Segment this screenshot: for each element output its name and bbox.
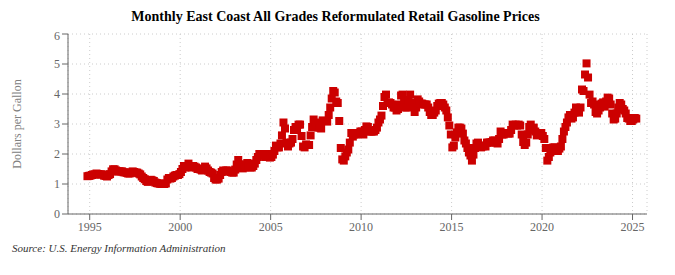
svg-text:1: 1 xyxy=(54,177,60,191)
svg-text:4: 4 xyxy=(54,87,60,101)
svg-text:Dollars per Gallon: Dollars per Gallon xyxy=(10,79,24,168)
svg-text:3: 3 xyxy=(54,117,60,131)
svg-text:2000: 2000 xyxy=(168,220,192,234)
svg-text:1995: 1995 xyxy=(78,220,102,234)
svg-text:6: 6 xyxy=(54,29,60,43)
svg-text:2015: 2015 xyxy=(440,220,464,234)
svg-text:0: 0 xyxy=(54,207,60,221)
html-text:Source: U.S. Energy Informatio: Source: U.S. Energy Information Administ… xyxy=(12,242,226,254)
svg-text:2020: 2020 xyxy=(530,220,554,234)
svg-text:2010: 2010 xyxy=(349,220,373,234)
svg-text:2005: 2005 xyxy=(259,220,283,234)
svg-text:5: 5 xyxy=(54,57,60,71)
svg-text:2: 2 xyxy=(54,147,60,161)
html-text:Monthly East Coast All Grades: Monthly East Coast All Grades Reformulat… xyxy=(131,9,540,24)
svg-text:2025: 2025 xyxy=(621,220,645,234)
